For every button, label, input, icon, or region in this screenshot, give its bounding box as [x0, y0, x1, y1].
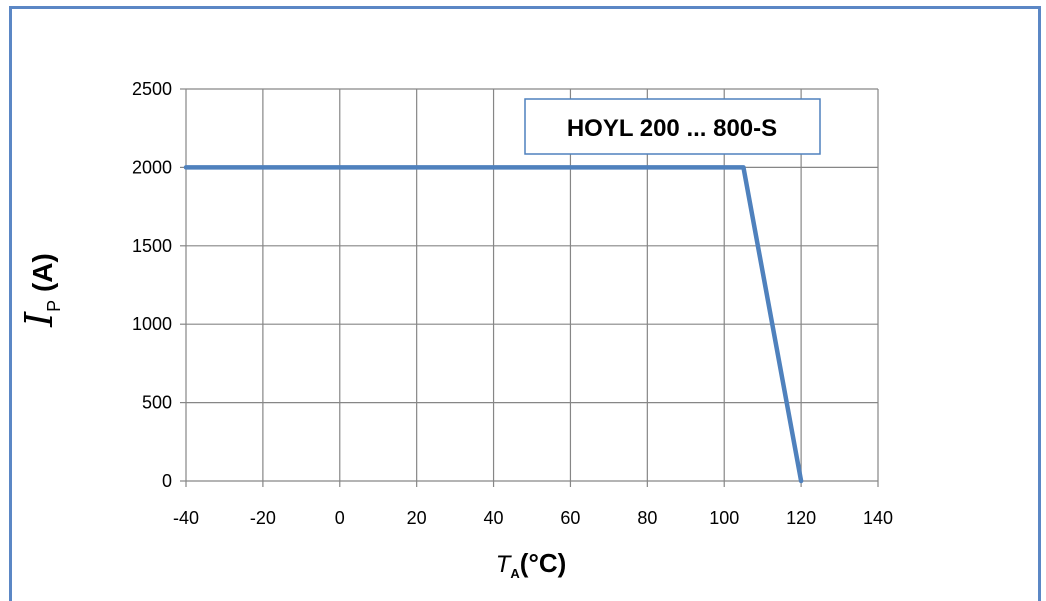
chart-frame	[9, 6, 1041, 601]
y-tick-labels: 0 500 1000 1500 2000 2500	[132, 79, 172, 491]
y-tick-label: 0	[162, 471, 172, 491]
y-tick-label: 1000	[132, 314, 172, 334]
x-axis-subscript: A	[510, 566, 520, 581]
y-axis-title: IP (A)	[17, 253, 64, 328]
x-tick-label: -40	[173, 508, 199, 528]
x-axis-symbol: T	[496, 551, 513, 578]
x-tick-label: 0	[335, 508, 345, 528]
x-tick-label: -20	[250, 508, 276, 528]
x-axis-title: TA(°C)	[496, 548, 567, 581]
x-tick-label: 140	[863, 508, 893, 528]
x-tick-labels: -40 -20 0 20 40 60 80 100 120 140	[173, 508, 893, 528]
x-tick-label: 20	[407, 508, 427, 528]
svg-text:TA(°C): TA(°C)	[496, 548, 567, 581]
y-tick-label: 1500	[132, 236, 172, 256]
series-lines	[183, 165, 804, 484]
x-tick-label: 80	[637, 508, 657, 528]
x-tick-label: 40	[484, 508, 504, 528]
legend-box: HOYL 200 ... 800-S	[524, 98, 821, 155]
series-line	[183, 165, 804, 484]
y-tick-label: 500	[142, 393, 172, 413]
y-axis-symbol: I	[17, 311, 61, 328]
y-axis-subscript: P	[44, 300, 64, 312]
x-axis-unit: (°C)	[520, 548, 567, 578]
y-tick-label: 2000	[132, 157, 172, 177]
y-tick-label: 2500	[132, 79, 172, 99]
x-tick-label: 60	[560, 508, 580, 528]
y-axis-unit: (A)	[27, 253, 58, 292]
svg-text:IP (A): IP (A)	[17, 253, 64, 328]
x-tick-label: 100	[709, 508, 739, 528]
x-tick-label: 120	[786, 508, 816, 528]
series-annotation: HOYL 200 ... 800-S	[567, 115, 777, 142]
grid-lines	[180, 88, 879, 487]
